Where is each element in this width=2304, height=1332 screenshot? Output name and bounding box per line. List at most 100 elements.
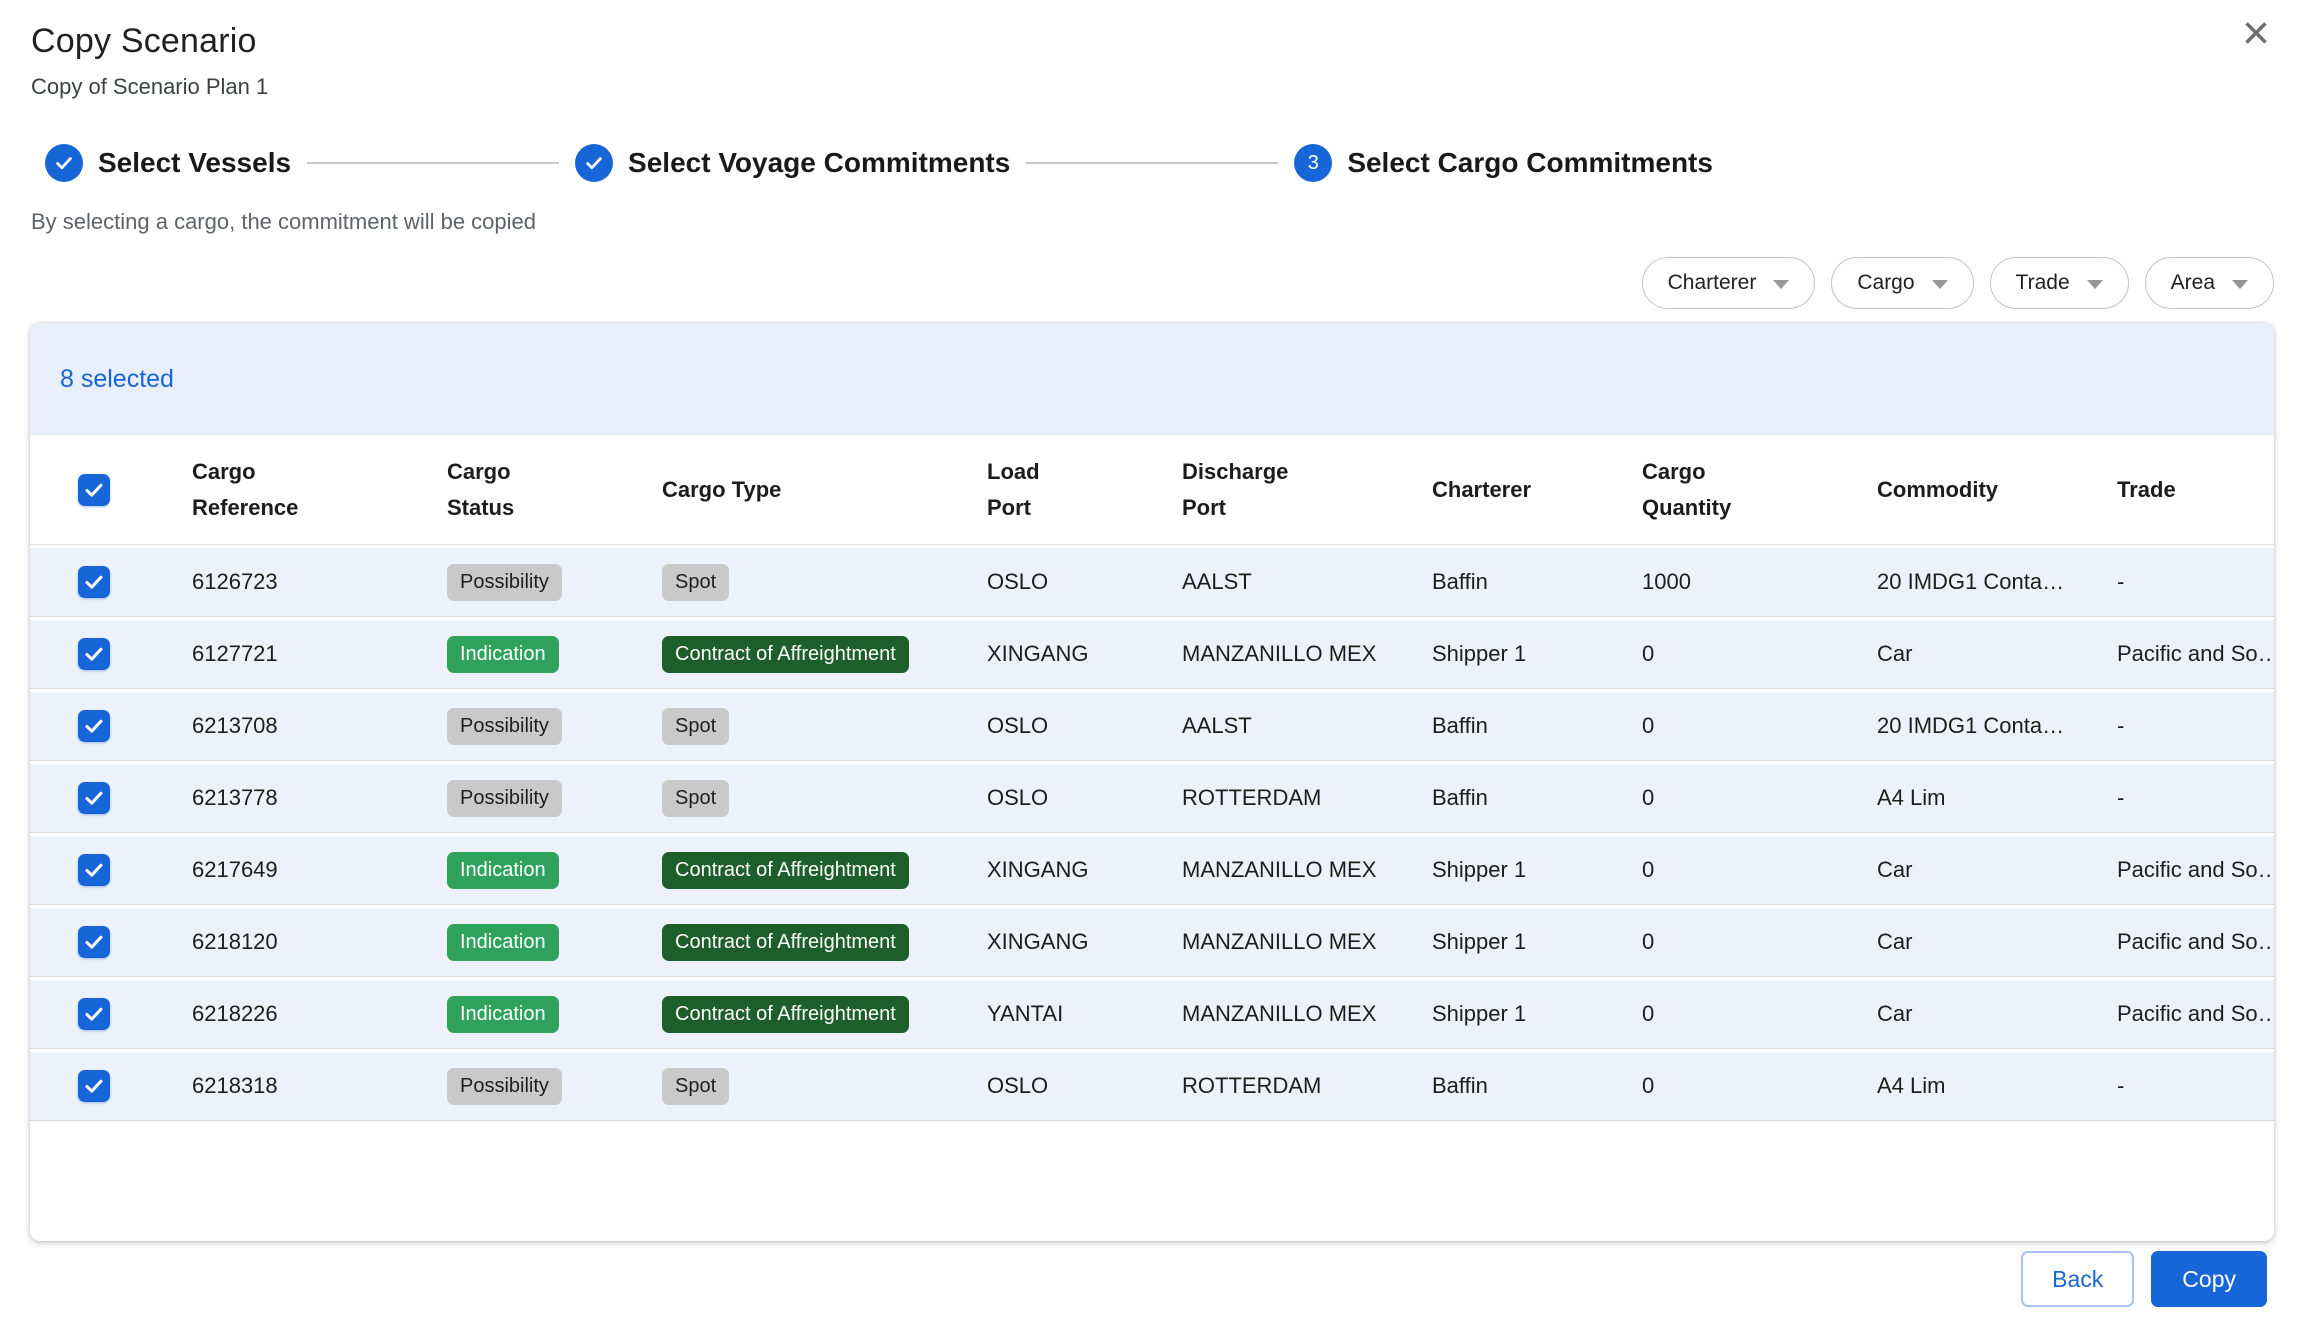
row-checkbox[interactable] (78, 710, 110, 742)
filter-trade-dropdown[interactable]: Trade (1989, 257, 2129, 309)
load-port-cell: OSLO (955, 545, 1150, 617)
cargo-table-card: 8 selected Cargo Reference Cargo Status Carg… (30, 323, 2274, 1241)
cargo-status-badge: Indication (447, 635, 559, 673)
chevron-down-icon (1773, 279, 1790, 289)
row-checkbox[interactable] (78, 566, 110, 598)
discharge-port-cell: MANZANILLO MEX (1150, 905, 1400, 977)
row-checkbox-cell (30, 617, 160, 689)
chevron-down-icon (2232, 279, 2248, 289)
cargo-reference-cell: 6218318 (160, 1049, 415, 1121)
step-complete-check-icon (45, 144, 83, 182)
commodity-cell: 20 IMDG1 Conta… (1845, 545, 2085, 617)
cargo-status-badge: Possibility (447, 563, 562, 601)
charterer-cell: Baffin (1400, 1049, 1610, 1121)
row-checkbox[interactable] (78, 854, 110, 886)
stepper-step[interactable]: Select Voyage Commitments (575, 144, 1010, 182)
cargo-quantity-cell: 0 (1610, 977, 1845, 1049)
page-title: Copy Scenario (31, 22, 257, 60)
cargo-status-badge: Indication (447, 923, 559, 961)
discharge-port-cell: AALST (1150, 545, 1400, 617)
row-checkbox[interactable] (78, 998, 110, 1030)
filter-label: Cargo (1857, 271, 1915, 294)
dialog-header: Copy Scenario Copy of Scenario Plan 1 × (0, 0, 2304, 100)
row-checkbox[interactable] (78, 638, 110, 670)
column-header: Load Port (955, 435, 1150, 545)
cargo-type-badge: Spot (662, 1067, 730, 1105)
stepper-step[interactable]: Select Vessels (45, 144, 291, 182)
discharge-port-cell: AALST (1150, 689, 1400, 761)
step-label: Select Cargo Commitments (1347, 147, 1713, 178)
row-checkbox-cell (30, 545, 160, 617)
column-header: Trade (2085, 435, 2274, 545)
commodity-cell: 20 IMDG1 Conta… (1845, 689, 2085, 761)
column-header: Cargo Type (630, 435, 955, 545)
discharge-port-cell: MANZANILLO MEX (1150, 833, 1400, 905)
row-checkbox-cell (30, 689, 160, 761)
cargo-status-badge: Indication (447, 851, 559, 889)
cargo-status-badge-cell: Possibility (415, 689, 630, 761)
load-port-cell: XINGANG (955, 833, 1150, 905)
load-port-cell: YANTAI (955, 977, 1150, 1049)
table-row: 6127721 Indication Contract of Affreightme… (30, 617, 2274, 689)
cargo-reference-cell: 6217649 (160, 833, 415, 905)
table-row: 6218226 Indication Contract of Affreightme… (30, 977, 2274, 1049)
step-label: Select Vessels (98, 147, 292, 178)
filter-bar: Charterer Cargo Trade Area (0, 257, 2304, 309)
row-checkbox-cell (30, 977, 160, 1049)
cargo-reference-cell: 6213778 (160, 761, 415, 833)
row-checkbox[interactable] (78, 926, 110, 958)
check-icon (85, 647, 103, 661)
cargo-commitments-table: Cargo Reference Cargo Status Cargo Type Load P… (30, 435, 2274, 1121)
trade-cell: Pacific and So… (2085, 833, 2274, 905)
charterer-cell: Baffin (1400, 761, 1610, 833)
copy-button[interactable]: Copy (2151, 1251, 2267, 1307)
commodity-cell: Car (1845, 833, 2085, 905)
filter-charterer-dropdown[interactable]: Charterer (1641, 257, 1816, 309)
row-checkbox-cell (30, 905, 160, 977)
cargo-status-badge-cell: Indication (415, 905, 630, 977)
column-header: Commodity (1845, 435, 2085, 545)
trade-cell: Pacific and So… (2085, 617, 2274, 689)
close-icon[interactable]: × (2241, 7, 2270, 60)
discharge-port-cell: MANZANILLO MEX (1150, 617, 1400, 689)
cargo-status-badge: Possibility (447, 779, 562, 817)
commodity-cell: A4 Lim (1845, 1049, 2085, 1121)
cargo-reference-cell: 6218226 (160, 977, 415, 1049)
check-icon (85, 1007, 103, 1021)
select-all-checkbox[interactable] (78, 473, 110, 506)
row-checkbox[interactable] (78, 1070, 110, 1102)
column-header: Cargo Reference (160, 435, 415, 545)
filter-area-dropdown[interactable]: Area (2144, 257, 2274, 309)
cargo-quantity-cell: 0 (1610, 617, 1845, 689)
discharge-port-cell: MANZANILLO MEX (1150, 977, 1400, 1049)
charterer-cell: Baffin (1400, 545, 1610, 617)
cargo-type-badge-cell: Contract of Affreightment (630, 905, 955, 977)
check-icon (586, 157, 602, 170)
table-header-row: Cargo Reference Cargo Status Cargo Type Load P… (30, 435, 2274, 545)
stepper-step[interactable]: 3 Select Cargo Commitments (1294, 144, 1713, 182)
chevron-down-icon (1931, 279, 1948, 289)
cargo-quantity-cell: 0 (1610, 905, 1845, 977)
stepper-connector (1026, 162, 1279, 164)
row-checkbox[interactable] (78, 782, 110, 814)
table-row: 6213778 Possibility Spot OSLO ROTTERDAM Baffi… (30, 761, 2274, 833)
filter-cargo-dropdown[interactable]: Cargo (1831, 257, 1974, 309)
cargo-type-badge-cell: Spot (630, 1049, 955, 1121)
table-row: 6217649 Indication Contract of Affreightme… (30, 833, 2274, 905)
column-header: Discharge Port (1150, 435, 1400, 545)
table-row: 6213708 Possibility Spot OSLO AALST Baffin 0 20… (30, 689, 2274, 761)
chevron-down-icon (2086, 279, 2103, 289)
back-button[interactable]: Back (2021, 1251, 2135, 1307)
check-icon (56, 157, 72, 170)
cargo-reference-cell: 6218120 (160, 905, 415, 977)
cargo-status-badge-cell: Indication (415, 617, 630, 689)
cargo-quantity-cell: 1000 (1610, 545, 1845, 617)
charterer-cell: Shipper 1 (1400, 833, 1610, 905)
charterer-cell: Shipper 1 (1400, 977, 1610, 1049)
cargo-type-badge-cell: Contract of Affreightment (630, 617, 955, 689)
cargo-status-badge: Possibility (447, 1067, 562, 1105)
selection-summary-bar: 8 selected (30, 323, 2274, 435)
column-header: Cargo Quantity (1610, 435, 1845, 545)
select-all-header-cell (30, 435, 160, 545)
